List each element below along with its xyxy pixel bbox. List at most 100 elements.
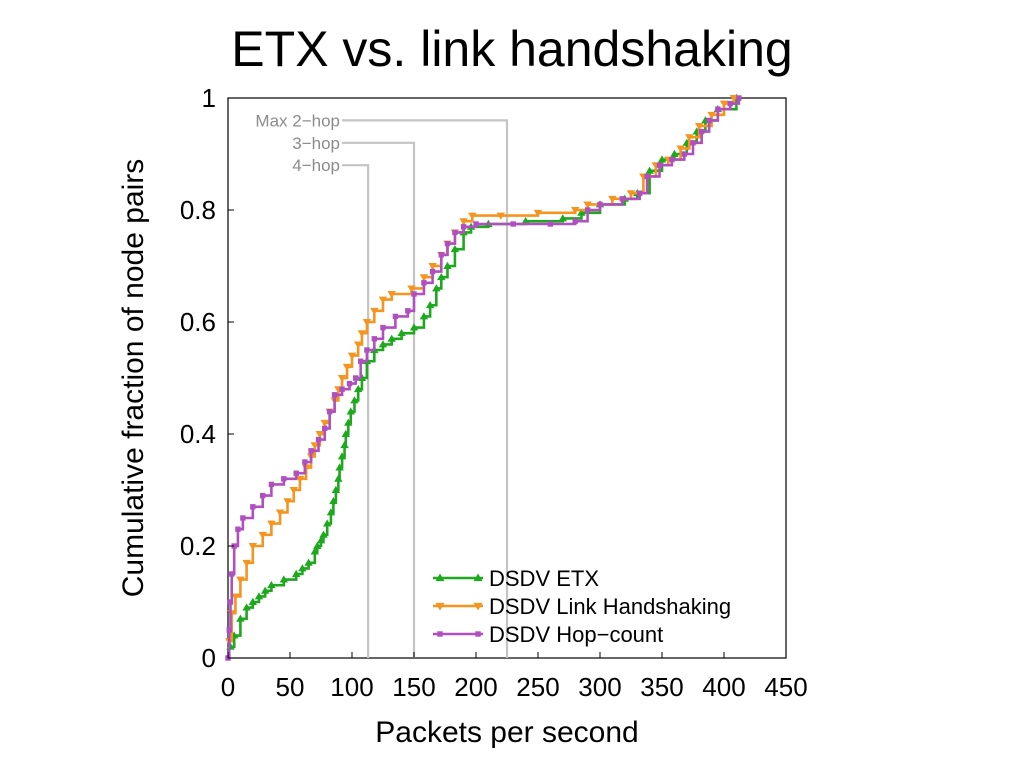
data-point <box>636 190 643 196</box>
data-point <box>473 221 479 227</box>
data-point <box>326 408 333 415</box>
data-point <box>378 296 388 304</box>
series-dsdv-etx <box>226 93 741 650</box>
legend-swatch-marker <box>473 602 483 611</box>
x-tick-label: 450 <box>764 672 807 702</box>
data-point <box>289 487 298 495</box>
reference-lines: Max 2−hop 3−hop 4−hop <box>255 111 509 658</box>
data-point <box>370 307 379 315</box>
data-point <box>279 575 288 583</box>
x-tick-label: 200 <box>454 672 497 702</box>
data-point <box>335 463 344 471</box>
legend-swatch-marker <box>473 573 483 582</box>
y-tick-label: 1 <box>202 83 216 113</box>
data-point <box>397 329 406 337</box>
data-point <box>322 425 328 432</box>
data-point <box>698 128 705 135</box>
data-point <box>342 363 352 371</box>
data-point <box>354 341 363 349</box>
data-point <box>250 504 256 510</box>
data-point <box>378 340 388 348</box>
data-point <box>608 195 617 203</box>
data-point <box>644 173 650 180</box>
data-point <box>236 576 245 584</box>
data-point <box>347 352 357 360</box>
x-tick-label: 250 <box>516 672 559 702</box>
data-point <box>681 151 688 157</box>
y-axis-label: Cumulative fraction of node pairs <box>117 159 150 598</box>
data-point <box>707 111 716 119</box>
data-point <box>577 208 586 216</box>
data-point <box>304 558 313 566</box>
chart-title: ETX vs. link handshaking <box>231 21 792 77</box>
data-point <box>357 330 367 338</box>
data-point <box>444 240 451 247</box>
legend: DSDV ETX DSDV Link Handshaking DSDV Hop−co… <box>433 566 731 647</box>
y-tick-label: 0.8 <box>180 195 216 225</box>
data-point <box>242 603 251 611</box>
data-point <box>310 442 319 450</box>
data-point <box>558 214 567 222</box>
data-point <box>344 418 353 426</box>
data-point <box>626 190 636 198</box>
data-point <box>533 209 543 217</box>
data-point <box>380 324 386 331</box>
data-point <box>572 218 578 224</box>
data-point <box>331 485 341 493</box>
data-point <box>231 543 237 549</box>
data-point <box>339 386 345 392</box>
data-point <box>226 627 232 633</box>
x-tick-label: 300 <box>578 672 621 702</box>
data-point <box>706 117 712 124</box>
data-point <box>354 385 363 393</box>
data-point <box>371 336 378 342</box>
data-point <box>392 313 399 320</box>
data-point <box>260 492 266 499</box>
data-point <box>443 261 452 269</box>
data-point <box>267 581 276 589</box>
data-point <box>315 436 322 443</box>
x-axis-label: Packets per second <box>375 716 638 749</box>
data-point <box>584 207 591 213</box>
data-point <box>496 212 505 220</box>
data-point <box>231 593 240 601</box>
reference-line <box>342 119 509 658</box>
data-point <box>254 592 264 600</box>
data-point <box>316 536 326 544</box>
legend-item: DSDV ETX <box>433 566 599 591</box>
data-point <box>364 347 370 353</box>
data-point <box>468 212 477 220</box>
data-point <box>419 274 429 282</box>
data-point <box>437 273 446 281</box>
data-point <box>656 162 663 168</box>
data-point <box>346 380 353 387</box>
legend-swatch-marker <box>435 573 445 582</box>
series-dsdv-link-handshaking <box>225 95 739 646</box>
data-point <box>320 419 329 427</box>
data-point <box>261 586 270 594</box>
legend-label: DSDV Link Handshaking <box>489 594 731 619</box>
data-point <box>337 375 347 383</box>
data-point <box>729 95 739 103</box>
legend-swatch-marker <box>437 631 443 637</box>
x-tick-label: 0 <box>221 672 235 702</box>
data-point <box>419 312 429 320</box>
axis-ticks: 0 50 100 150 200 250 300 350 400 450 0 0.2 0.4 0.6 0.8… <box>180 83 808 702</box>
data-point <box>425 301 435 309</box>
data-point <box>240 515 246 521</box>
data-point <box>329 497 338 505</box>
data-point <box>432 284 441 292</box>
data-point <box>547 221 554 227</box>
data-point <box>310 547 319 555</box>
data-point <box>236 614 245 622</box>
x-tick-label: 100 <box>330 672 373 702</box>
data-point <box>362 319 372 327</box>
reference-line-label: 4−hop <box>292 156 340 175</box>
data-point <box>727 100 733 107</box>
reference-line <box>342 141 416 658</box>
x-tick-label: 150 <box>392 672 435 702</box>
data-point <box>521 217 530 225</box>
series-layer <box>225 93 742 661</box>
data-point <box>736 95 742 101</box>
